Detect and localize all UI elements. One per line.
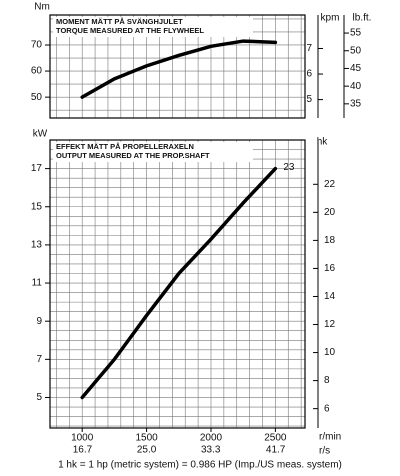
- axis-unit: hk: [317, 137, 329, 148]
- x2-axis-unit: r/s: [319, 446, 330, 457]
- y-tick-label: 13: [31, 240, 43, 251]
- y3-tick-label: 40: [350, 81, 362, 92]
- y2-tick-label: 6: [306, 69, 312, 80]
- title-box: [53, 17, 253, 37]
- x-tick-label: 1000: [71, 433, 94, 444]
- chart-title: MOMENT MÄTT PÅ SVÄNGHJULET: [56, 17, 183, 26]
- y-tick-label: 9: [36, 316, 42, 327]
- title-box: [53, 142, 253, 162]
- y3-tick-label: 50: [350, 45, 362, 56]
- y3-tick-label: 55: [350, 28, 362, 39]
- axis-unit: Nm: [34, 2, 50, 13]
- y-tick-label: 5: [36, 392, 42, 403]
- y2-tick-label: 6: [324, 403, 330, 414]
- y-tick-label: 50: [31, 92, 43, 103]
- axis-unit: lb.ft.: [353, 13, 372, 24]
- y2-tick-label: 10: [324, 347, 336, 358]
- y-tick-label: 7: [36, 354, 42, 365]
- axis-unit: kW: [33, 129, 48, 140]
- y2-tick-label: 18: [324, 235, 336, 246]
- chart-subtitle: OUTPUT MEASURED AT THE PROP.SHAFT: [56, 151, 210, 160]
- y-tick-label: 60: [31, 66, 43, 77]
- x-tick-label: 2500: [264, 433, 287, 444]
- y-tick-label: 11: [32, 278, 43, 289]
- y2-tick-label: 14: [324, 291, 336, 302]
- x-tick-label: 2000: [200, 433, 223, 444]
- curve: [80, 39, 278, 99]
- plot-frame: [49, 139, 306, 429]
- y2-tick-label: 12: [324, 319, 336, 330]
- annotation: 23: [283, 162, 295, 173]
- y2-tick-label: 16: [324, 263, 336, 274]
- y-tick-label: 70: [31, 40, 43, 51]
- x-axis-unit: r/min: [319, 432, 341, 443]
- y2-tick-label: 5: [306, 94, 312, 105]
- y2-tick-label: 8: [324, 375, 330, 386]
- x2-tick-label: 41.7: [266, 445, 286, 456]
- x2-tick-label: 16.7: [73, 445, 93, 456]
- footer: 1 hk = 1 hp (metric system) = 0.986 HP (…: [58, 460, 342, 471]
- plot-frame: [49, 14, 306, 119]
- y-tick-label: 15: [31, 201, 43, 212]
- y3-tick-label: 35: [350, 98, 362, 109]
- axis-unit: kpm: [321, 13, 340, 24]
- y-tick-label: 17: [31, 163, 43, 174]
- y3-tick-label: 45: [350, 63, 362, 74]
- chart-title: EFFEKT MÄTT PÅ PROPELLERAXELN: [56, 142, 194, 151]
- y2-tick-label: 20: [324, 207, 336, 218]
- y2-tick-label: 7: [306, 43, 312, 54]
- x2-tick-label: 25.0: [137, 445, 157, 456]
- x2-tick-label: 33.3: [201, 445, 221, 456]
- x-tick-label: 1500: [135, 433, 158, 444]
- chart-subtitle: TORQUE MEASURED AT THE FLYWHEEL: [56, 26, 204, 35]
- y2-tick-label: 22: [324, 179, 336, 190]
- curve: [80, 166, 278, 400]
